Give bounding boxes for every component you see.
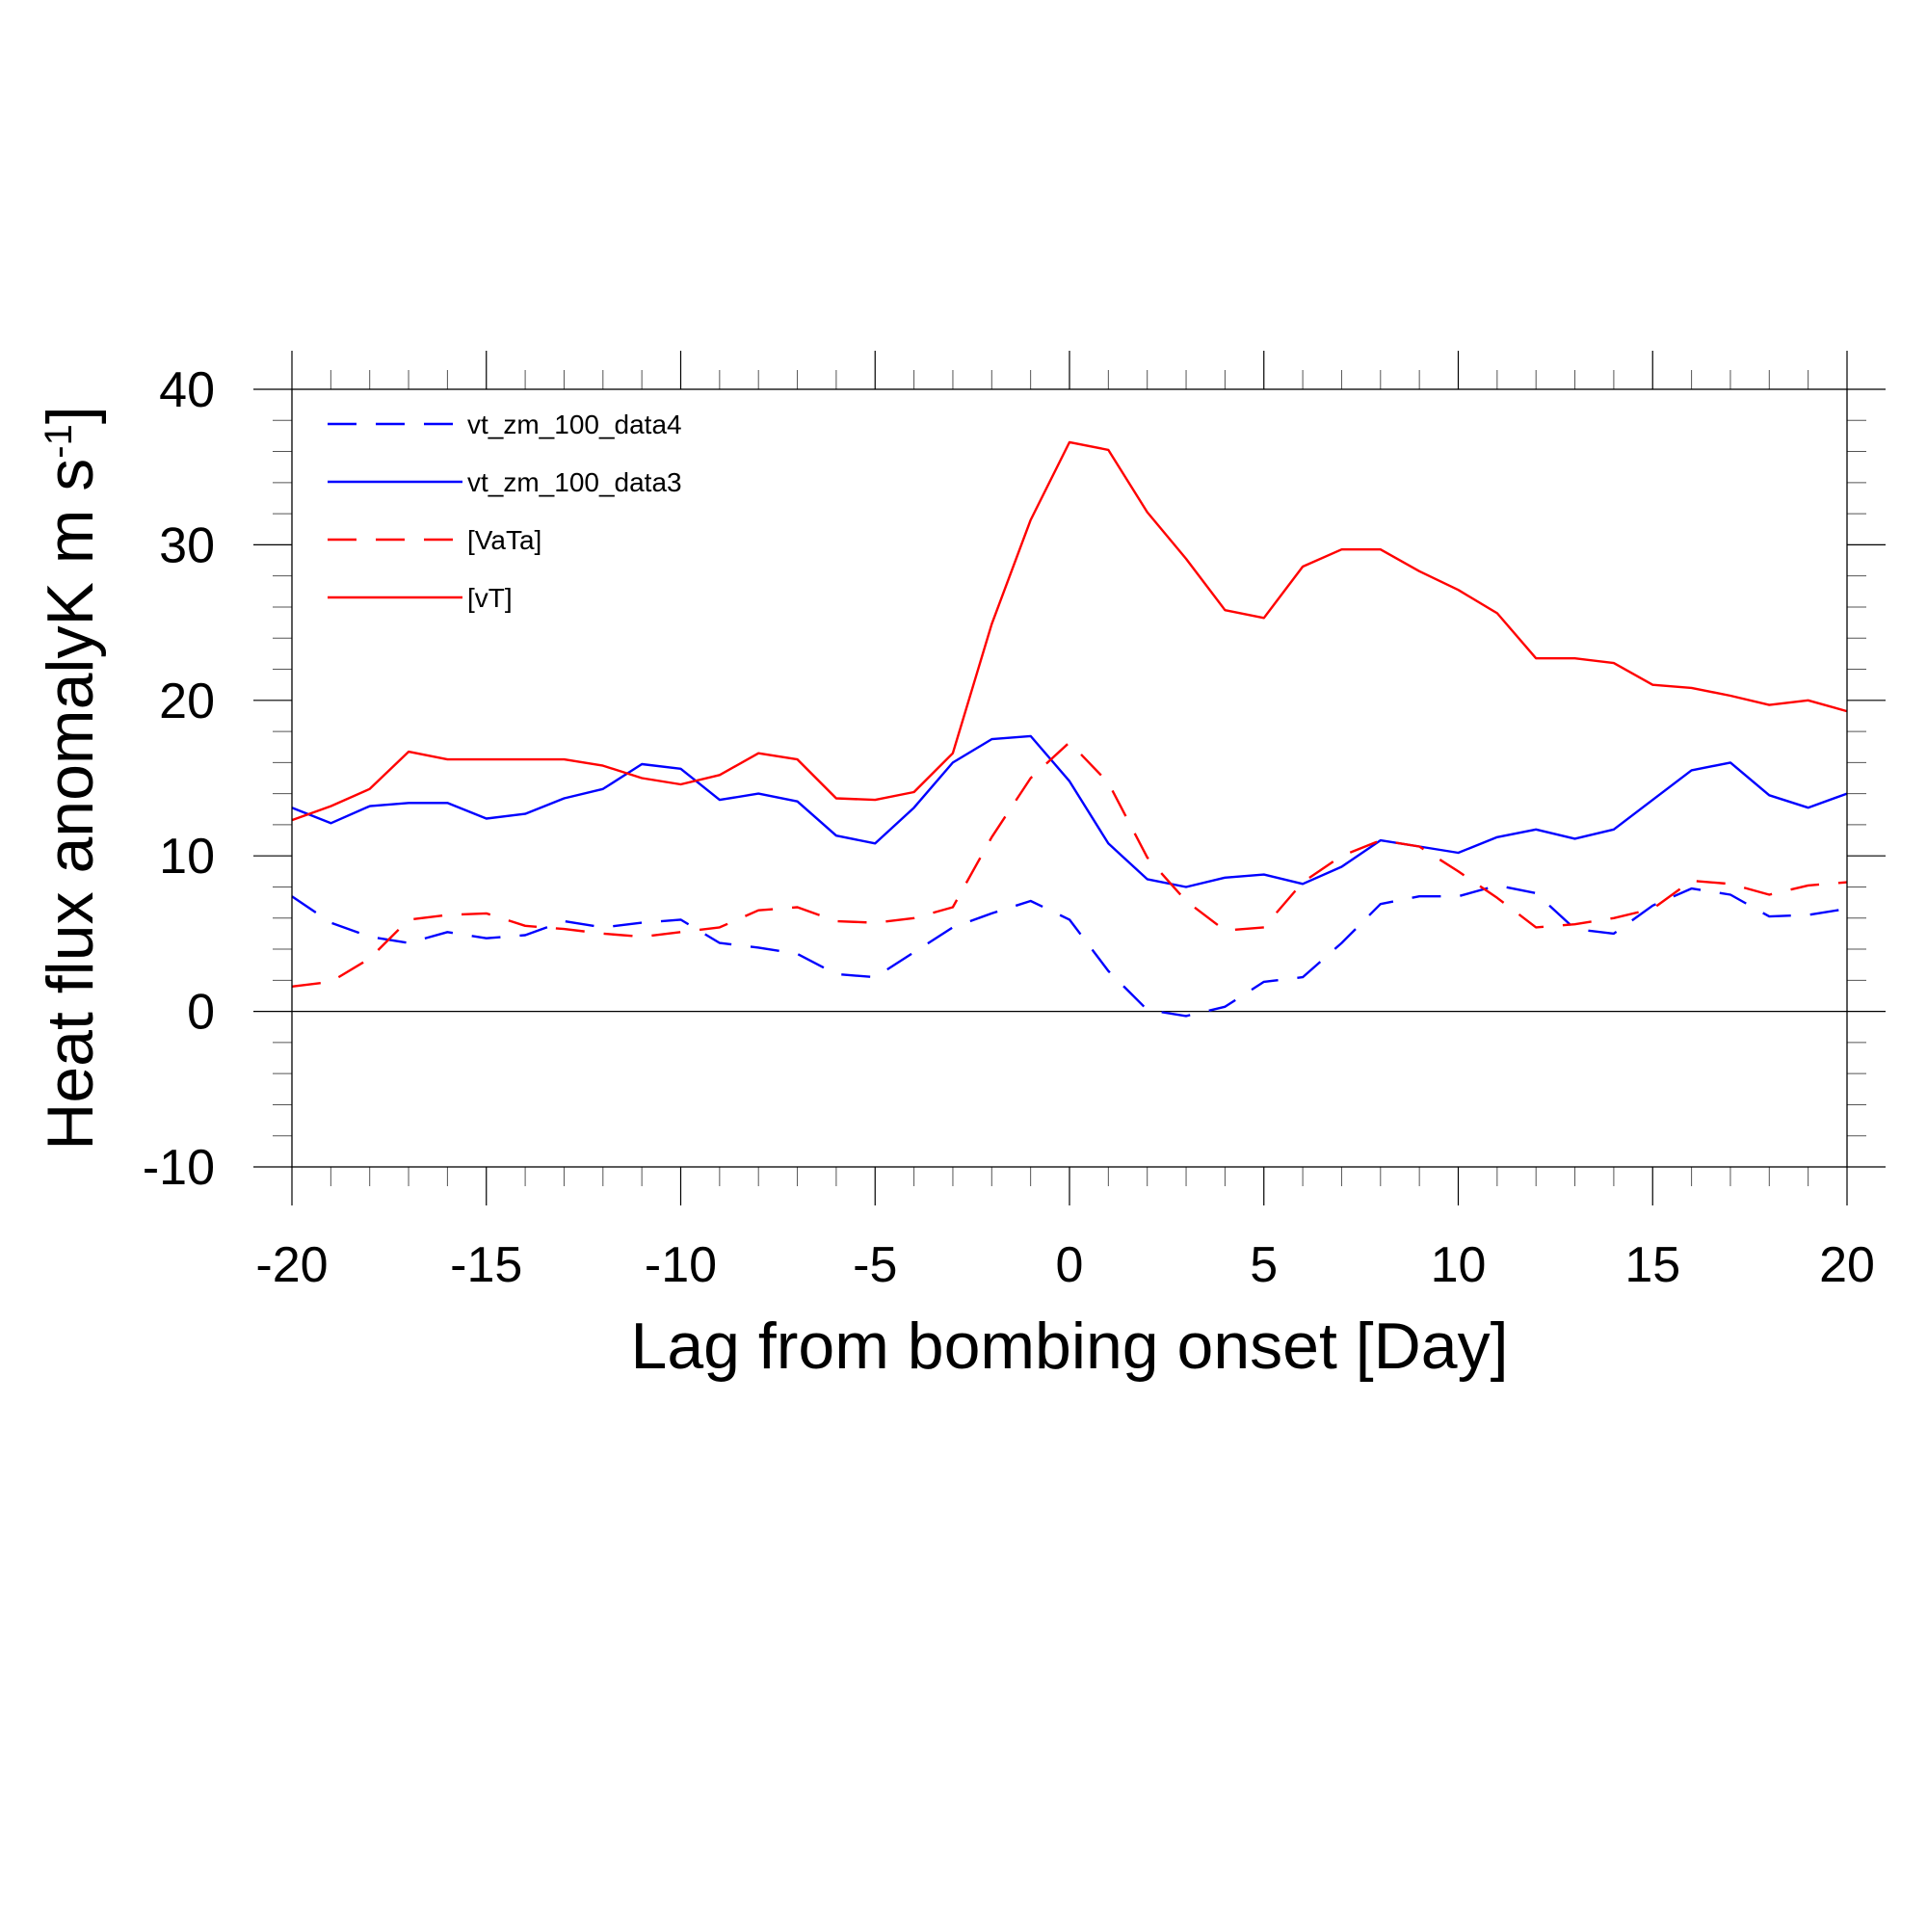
legend-label: vt_zm_100_data3	[467, 467, 682, 497]
legend-label: vt_zm_100_data4	[467, 410, 682, 439]
x-tick-label: -20	[255, 1237, 328, 1293]
x-tick-label: -15	[450, 1237, 522, 1293]
y-axis-label-superscript: -1	[38, 424, 80, 459]
y-tick-label: 20	[159, 674, 215, 729]
x-tick-label: 15	[1624, 1237, 1680, 1293]
x-tick-label: -10	[645, 1237, 717, 1293]
y-tick-label: 30	[159, 517, 215, 573]
y-axis-label: Heat flux anomalyK m s-1]	[34, 406, 107, 1151]
major-ticks	[253, 351, 1886, 1205]
x-tick-labels: -20 -15 -10 -5 0 5 10 15 20	[255, 1237, 1875, 1293]
x-tick-label: 10	[1431, 1237, 1487, 1293]
y-tick-labels: -10 0 10 20 30 40	[143, 362, 215, 1196]
series-line	[291, 884, 1848, 1018]
x-axis-label: Lag from bombing onset [Day]	[631, 1310, 1509, 1383]
x-tick-label: -5	[853, 1237, 897, 1293]
minor-ticks	[273, 370, 1866, 1186]
y-axis-label-main: Heat flux anomalyK m s	[34, 459, 107, 1151]
plot-frame	[291, 388, 1848, 1168]
series-line	[291, 440, 1848, 822]
legend: vt_zm_100_data4 vt_zm_100_data3 [VaTa] [vT]	[328, 410, 682, 613]
series-group	[291, 440, 1848, 1018]
y-tick-label: 40	[159, 362, 215, 418]
y-tick-label: -10	[143, 1140, 215, 1196]
series-line	[291, 734, 1848, 888]
x-tick-label: 5	[1250, 1237, 1278, 1293]
x-tick-label: 0	[1056, 1237, 1084, 1293]
y-tick-label: 0	[187, 985, 215, 1041]
legend-label: [VaTa]	[467, 525, 541, 555]
x-tick-label: 20	[1819, 1237, 1875, 1293]
series-line	[291, 741, 1848, 988]
legend-label: [vT]	[467, 583, 513, 613]
y-axis-label-bracket: ]	[34, 406, 107, 424]
y-tick-label: 10	[159, 829, 215, 885]
